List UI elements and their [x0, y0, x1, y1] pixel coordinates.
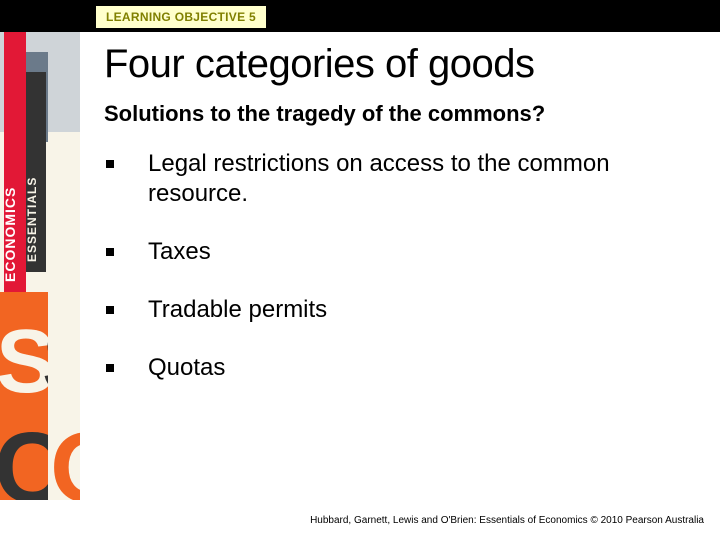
bullet-text: Legal restrictions on access to the comm… [148, 149, 704, 209]
list-item: Legal restrictions on access to the comm… [104, 149, 704, 209]
slide-title: Four categories of goods [104, 42, 704, 87]
bullet-square-icon [106, 306, 114, 314]
content-area: Four categories of goods Solutions to th… [104, 42, 704, 411]
footer-text: Hubbard, Garnett, Lewis and O'Brien: Ess… [310, 515, 704, 526]
svg-text:O: O [50, 412, 80, 500]
footer-citation: Hubbard, Garnett, Lewis and O'Brien: Ess… [310, 515, 704, 526]
svg-text:ESSENTIALS: ESSENTIALS [25, 177, 39, 262]
learning-objective-tag: LEARNING OBJECTIVE 5 [96, 6, 266, 28]
list-item: Quotas [104, 353, 704, 383]
svg-text:ECONOMICS: ECONOMICS [2, 187, 18, 282]
bullet-square-icon [106, 248, 114, 256]
list-item: Tradable permits [104, 295, 704, 325]
list-item: Taxes [104, 237, 704, 267]
slide-subtitle: Solutions to the tragedy of the commons? [104, 101, 704, 127]
learning-objective-text: LEARNING OBJECTIVE 5 [106, 10, 256, 24]
book-cover-graphic: ECONOMICS ESSENTIALS S S C O O [0, 32, 80, 500]
bullet-text: Tradable permits [148, 295, 327, 325]
bullet-square-icon [106, 364, 114, 372]
bullet-text: Taxes [148, 237, 211, 267]
bullet-square-icon [106, 160, 114, 168]
slide-root: LEARNING OBJECTIVE 5 ECONOMICS ESSENTIAL… [0, 0, 720, 540]
bullet-text: Quotas [148, 353, 225, 383]
bullet-list: Legal restrictions on access to the comm… [104, 149, 704, 383]
sidebar-book-art: ECONOMICS ESSENTIALS S S C O O [0, 32, 80, 500]
